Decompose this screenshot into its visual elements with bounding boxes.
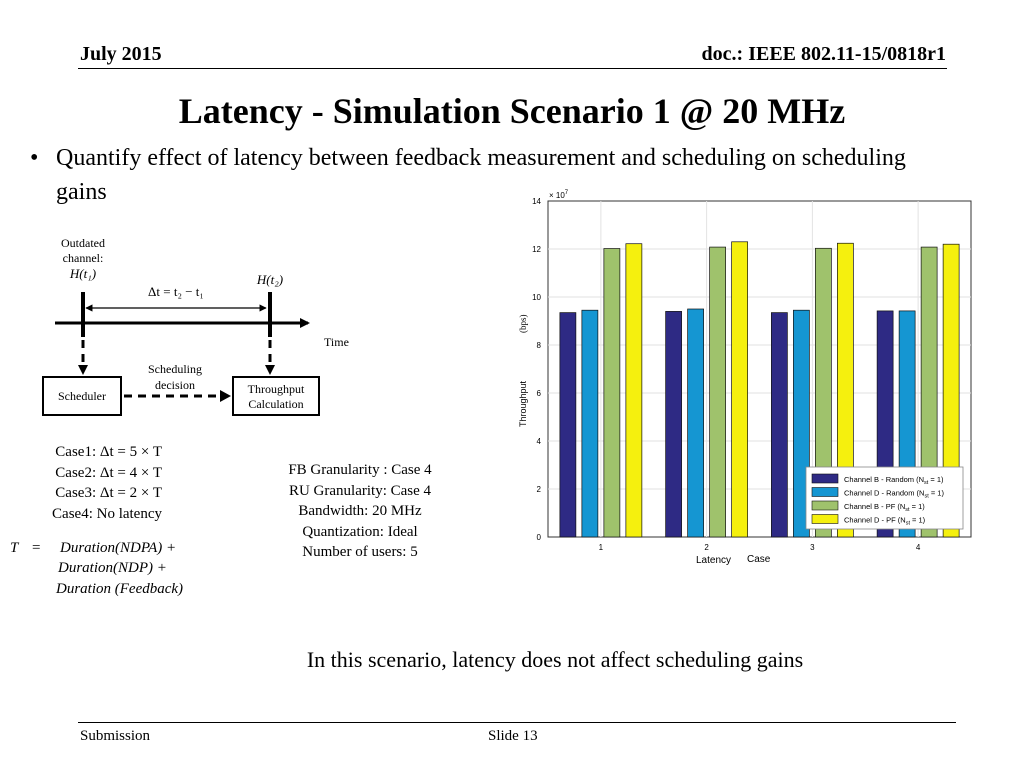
- x-axis-label: Case: [747, 554, 771, 565]
- y-tick-label: 12: [532, 245, 541, 254]
- legend-swatch: [811, 487, 839, 497]
- param-ru-granularity: RU Granularity: Case 4: [288, 482, 432, 499]
- bar: [942, 243, 960, 538]
- param-quantization: Quantization: Ideal: [302, 523, 418, 540]
- y-tick-label: 10: [532, 293, 541, 302]
- formula-lhs: T: [10, 540, 19, 556]
- legend-label: Channel B - PF (Nst = 1): [844, 502, 925, 513]
- t1-drop-arrow-icon: [78, 365, 88, 375]
- y-tick-label: 2: [537, 485, 542, 494]
- bar: [771, 312, 788, 538]
- legend-swatch: [811, 473, 839, 484]
- bar: [559, 312, 577, 538]
- conclusion-text: In this scenario, latency does not affec…: [306, 647, 804, 672]
- formula-line-2: Duration(NDP) +: [58, 560, 167, 576]
- y-exponent: × 107: [549, 190, 569, 200]
- y-tick-label: 4: [537, 437, 542, 446]
- time-axis-arrow-icon: [300, 318, 310, 328]
- decision-arrow-icon: [220, 390, 231, 402]
- y-tick-label: 6: [537, 389, 542, 398]
- x-tick-label: 4: [916, 543, 921, 552]
- y-axis-unit: (bps): [518, 315, 528, 334]
- legend-label: Channel D - Random (Nst = 1): [844, 489, 944, 500]
- case-1: Case1: Δt = 5 × T: [55, 444, 162, 460]
- param-fb-granularity: FB Granularity : Case 4: [288, 462, 432, 478]
- y-tick-labels: 0 2 4 6 8 10 12 14: [532, 197, 541, 542]
- x-tick-labels: 1 2 3 4: [599, 543, 921, 552]
- y-tick-label: 8: [537, 341, 542, 350]
- footer-rule: [78, 722, 956, 723]
- sched-decision-label-1: Scheduling: [148, 362, 202, 376]
- footer-submission: Submission: [80, 728, 151, 744]
- header-rule: [78, 68, 947, 69]
- bar: [815, 247, 832, 538]
- formula-eq: =: [32, 540, 41, 556]
- header-date: July 2015: [80, 43, 162, 65]
- formula-line-3: Duration (Feedback): [56, 580, 184, 597]
- latency-timeline-diagram: Outdated channel: H(t₁) H(t₂) Δt = t₂ − …: [42, 236, 349, 416]
- bar: [709, 246, 726, 538]
- case-2: Case2: Δt = 4 × T: [55, 464, 162, 481]
- bar: [731, 241, 748, 538]
- t-definition: T = Duration(NDPA) + Duration(NDP) + Dur…: [10, 538, 183, 599]
- outdated-label-2: channel:: [63, 251, 104, 265]
- bullet-text: Quantify effect of latency between feedb…: [56, 145, 906, 205]
- param-bandwidth: Bandwidth: 20 MHz: [298, 503, 422, 519]
- case-3: Case3: Δt = 2 × T: [55, 485, 162, 501]
- legend-swatch: [811, 514, 839, 524]
- throughput-label-2: Calculation: [248, 397, 303, 411]
- bar: [837, 242, 854, 538]
- x-tick-label: 1: [599, 543, 604, 552]
- bar: [603, 248, 621, 538]
- bar: [625, 243, 643, 538]
- bar: [793, 309, 810, 538]
- x-tick-label: 3: [810, 543, 815, 552]
- bar: [920, 246, 938, 538]
- time-label: Time: [324, 335, 349, 349]
- y-axis-label: Throughput: [518, 380, 528, 427]
- bar: [687, 308, 704, 538]
- y-tick-label: 0: [537, 533, 542, 542]
- footer-slide-number: Slide 13: [488, 728, 538, 744]
- param-num-users: Number of users: 5: [302, 544, 418, 560]
- y-tick-label: 14: [532, 197, 541, 206]
- throughput-label-1: Throughput: [248, 382, 305, 396]
- outdated-label-1: Outdated: [61, 236, 105, 250]
- legend-label: Channel B - Random (Nst = 1): [844, 475, 944, 486]
- t2-drop-arrow-icon: [265, 365, 275, 375]
- bar: [581, 309, 599, 538]
- case-list: Case1: Δt = 5 × T Case2: Δt = 4 × T Case…: [20, 442, 162, 524]
- x-axis-prefix: Latency: [696, 555, 731, 566]
- scheduler-box: [42, 376, 122, 416]
- header-doc-id: doc.: IEEE 802.11-15/0818r1: [701, 43, 946, 65]
- formula-line-1: Duration(NDPA) +: [60, 540, 177, 556]
- delta-t-label: Δt = t₂ − t₁: [148, 284, 204, 299]
- simulation-parameters: FB Granularity : Case 4 RU Granularity: …: [262, 460, 458, 563]
- x-tick-label: 2: [704, 543, 709, 552]
- h-t2-label: H(t₂): [256, 272, 283, 287]
- bar: [665, 311, 682, 538]
- sched-decision-label-2: decision: [155, 378, 195, 392]
- legend-label: Channel D - PF (Nst = 1): [844, 516, 926, 527]
- slide-title: Latency - Simulation Scenario 1 @ 20 MHz: [178, 91, 846, 131]
- legend: Channel B - Random (Nst = 1) Channel D - …: [805, 466, 964, 530]
- throughput-box: [232, 376, 320, 416]
- bullet-dot-icon: •: [30, 145, 39, 171]
- scheduler-label: Scheduler: [58, 389, 106, 403]
- case-4: Case4: No latency: [52, 505, 162, 522]
- legend-swatch: [811, 500, 839, 511]
- h-t1-label: H(t₁): [69, 266, 96, 281]
